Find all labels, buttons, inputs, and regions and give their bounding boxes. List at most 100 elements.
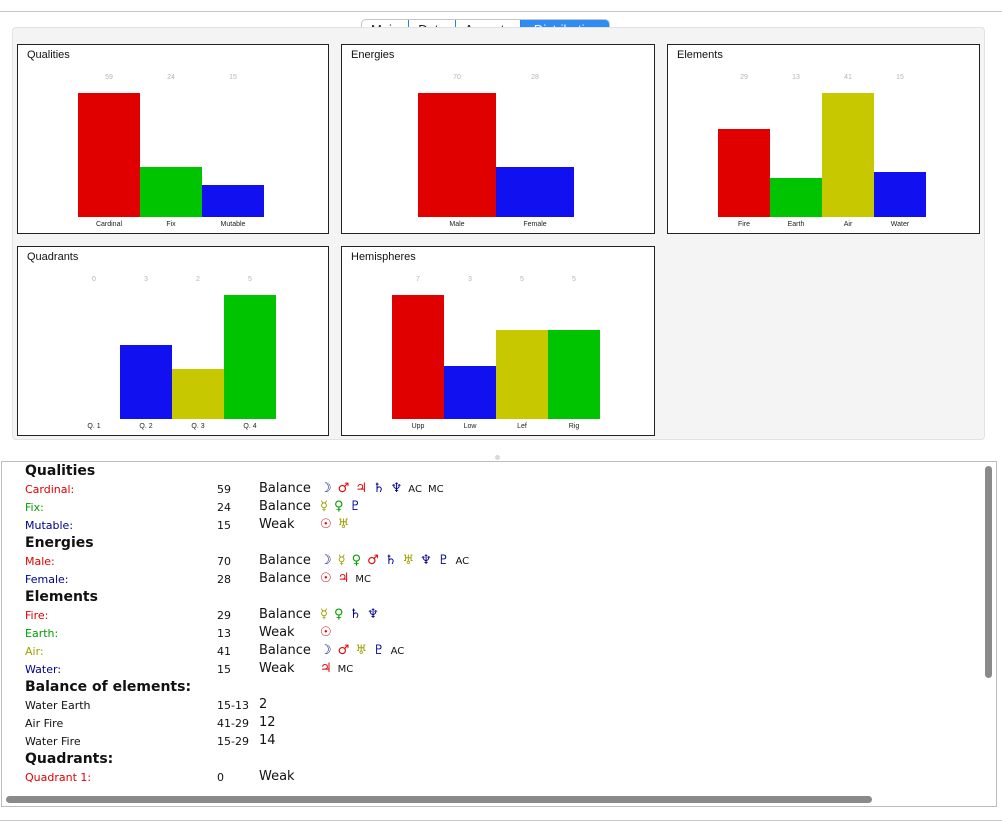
row-value: 29 (217, 609, 231, 622)
bar-category-label: Low (463, 423, 477, 430)
planet-glyph-icon: ♄ (372, 481, 385, 496)
split-pane-handle[interactable] (495, 455, 500, 460)
report-section-heading: Quadrants: (2, 751, 962, 769)
bar-category-label: Q. 3 (191, 423, 205, 430)
planet-glyph-icon: ♄ (384, 553, 397, 568)
distribution-charts-panel: Qualities 59 Cardinal 24 Fix 15 Mutable Energ… (12, 27, 985, 440)
chart-title: Qualities (27, 49, 70, 61)
bar-category-label: Rig (568, 423, 580, 430)
row-label: Fix: (25, 501, 44, 514)
planet-glyph-icon: MC (427, 484, 444, 495)
planet-glyph-icon: MC (355, 574, 371, 585)
planet-glyph-list: ☽ ☿ ♀ ♂ ♄ ♅ ♆ ♇ AC (320, 553, 475, 568)
planet-glyph-icon: AC (455, 556, 470, 567)
row-label: Water Fire (25, 735, 81, 748)
row-status: Balance (259, 607, 311, 622)
planet-glyph-icon: ☽ (320, 553, 332, 568)
report-row: Earth: 13 Weak ☉ (2, 625, 962, 643)
row-label: Male: (25, 555, 55, 568)
report-row: Fix: 24 Balance ☿ ♀ ♇ (2, 499, 962, 517)
vertical-scrollbar[interactable] (985, 466, 992, 678)
horizontal-scrollbar[interactable] (6, 796, 872, 803)
row-status: Balance (259, 643, 311, 658)
planet-glyph-icon: ♆ (420, 553, 432, 568)
row-status: Balance (259, 553, 311, 568)
row-value: 28 (217, 573, 231, 586)
bar-value-label: 28 (531, 74, 539, 81)
row-value: 41-29 (217, 717, 249, 730)
planet-glyph-icon: ☉ (320, 625, 332, 640)
row-value: 13 (217, 627, 231, 640)
bar-value-label: 5 (520, 276, 524, 283)
report-row: Mutable: 15 Weak ☉ ♅ (2, 517, 962, 535)
bar-category-label: Fix (166, 221, 176, 228)
bar-category-label: Upp (411, 423, 425, 430)
chart-bar-q-3 (172, 369, 224, 419)
planet-glyph-icon: ♃ (355, 481, 367, 496)
bar-value-label: 0 (92, 276, 96, 283)
distribution-report-pane[interactable]: Qualities Cardinal: 59 Balance ☽ ♂ ♃ ♄ ♆ AC MC Fix:… (1, 461, 997, 807)
planet-glyph-icon: ☉ (320, 571, 332, 586)
bar-value-label: 5 (572, 276, 576, 283)
planet-glyph-icon: ♂ (337, 481, 350, 496)
section-heading-text: Quadrants: (25, 751, 114, 767)
planet-glyph-icon: AC (390, 646, 405, 657)
planet-glyph-icon: ♃ (320, 661, 332, 676)
bar-value-label: 29 (740, 74, 748, 81)
quadrants-chart: Quadrants 0 Q. 1 3 Q. 2 2 Q. 3 5 Q. 4 (17, 246, 329, 436)
planet-glyph-icon: ♃ (337, 571, 350, 586)
bar-value-label: 5 (248, 276, 252, 283)
bar-category-label: Male (449, 221, 465, 228)
bar-category-label: Cardinal (95, 221, 123, 228)
chart-bar-upp (392, 295, 444, 419)
bar-value-label: 2 (196, 276, 200, 283)
planet-glyph-list: ☿ ♀ ♄ ♆ (320, 607, 385, 622)
planet-glyph-icon: ☽ (320, 643, 332, 658)
planet-glyph-icon: ♀ (333, 607, 344, 622)
row-label: Female: (25, 573, 69, 586)
planet-glyph-icon: ♀ (333, 499, 344, 514)
report-row: Quadrant 1: 0 Weak (2, 769, 962, 787)
report-row: Female: 28 Balance ☉ ♃ MC (2, 571, 962, 589)
report-row: Water: 15 Weak ♃ MC (2, 661, 962, 679)
planet-glyph-icon: ♅ (337, 517, 350, 532)
chart-bar-cardinal (78, 93, 140, 217)
row-status: Weak (259, 625, 295, 640)
chart-bar-lef (496, 330, 548, 419)
row-status: Balance (259, 481, 311, 496)
top-divider (0, 11, 1002, 12)
row-label: Mutable: (25, 519, 74, 532)
planet-glyph-list: ♃ MC (320, 661, 359, 676)
planet-glyph-list: ☽ ♂ ♅ ♇ AC (320, 643, 410, 658)
row-value: 59 (217, 483, 231, 496)
planet-glyph-icon: ♇ (349, 499, 362, 514)
planet-glyph-icon: ♇ (437, 553, 450, 568)
bar-value-label: 13 (792, 74, 800, 81)
row-value: 15 (217, 663, 231, 676)
planet-glyph-icon: ☿ (337, 553, 346, 568)
row-status: Balance (259, 571, 311, 586)
report-row: Air: 41 Balance ☽ ♂ ♅ ♇ AC (2, 643, 962, 661)
row-status: Balance (259, 499, 311, 514)
row-status: Weak (259, 769, 295, 784)
planet-glyph-icon: ♂ (367, 553, 379, 568)
qualities-chart: Qualities 59 Cardinal 24 Fix 15 Mutable (17, 44, 329, 234)
chart-bar-air (822, 93, 874, 217)
chart-title: Elements (677, 49, 723, 61)
chart-bar-q-4 (224, 295, 276, 419)
chart-bar-fix (140, 167, 202, 217)
bar-category-label: Female (523, 221, 547, 228)
bar-category-label: Mutable (220, 221, 246, 228)
chart-bar-earth (770, 178, 822, 217)
row-label: Fire: (25, 609, 49, 622)
bar-category-label: Water (890, 221, 910, 228)
planet-glyph-icon: ☉ (320, 517, 332, 532)
bar-value-label: 24 (167, 74, 175, 81)
report-row: Water Fire 15-29 14 (2, 733, 962, 751)
energies-chart: Energies 70 Male 28 Female (341, 44, 655, 234)
elements-chart: Elements 29 Fire 13 Earth 41 Air 15 Water (667, 44, 980, 234)
planet-glyph-icon: ♆ (390, 481, 403, 496)
report-row: Male: 70 Balance ☽ ☿ ♀ ♂ ♄ ♅ ♆ ♇ AC (2, 553, 962, 571)
bar-value-label: 7 (416, 276, 420, 283)
bar-category-label: Earth (787, 221, 805, 228)
